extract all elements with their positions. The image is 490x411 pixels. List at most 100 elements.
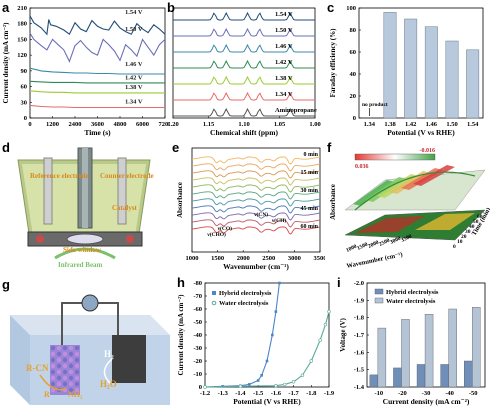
nmr-spectrum-b (173, 107, 315, 117)
y-tick-label-c: 60 (350, 49, 357, 56)
x-axis-label-a: Time (s) (84, 128, 111, 137)
x-tick-label-b: 1.05 (274, 121, 286, 128)
y-tick-label-i: -2.0 (354, 280, 364, 287)
legend-label-i: Hybrid electrolysis (386, 289, 439, 296)
series-line-h (204, 282, 280, 388)
legend-marker-i (374, 288, 384, 295)
ir-spectrum-e (191, 212, 321, 221)
legend-marker-h (212, 291, 216, 295)
catalyst-particle (74, 345, 80, 351)
y-tick-label-f: 20 (461, 234, 467, 240)
x-axis-label-h: Potential (V vs RHE) (233, 397, 301, 406)
y-tick-label-i: -1.9 (354, 297, 365, 304)
series-label-a: 1.54 V (125, 9, 143, 16)
x-tick-label-b: 1.10 (238, 121, 249, 128)
x-tick-label-h: -1.5 (253, 390, 264, 397)
surface-ridge-f (354, 171, 476, 211)
y-tick-label-i: -1.8 (354, 315, 365, 322)
data-point-h (265, 359, 269, 363)
series-line-a (29, 32, 166, 63)
y-axis-label-c: Faraday efficiency (%) (329, 28, 337, 97)
x-axis-label-b: Chemical shift (ppm) (210, 128, 278, 137)
catalyst-particle (68, 375, 74, 381)
peak-label-e: ν(CH) (271, 217, 287, 224)
nmr-spectrum-b (173, 91, 315, 101)
ir-spectrum-e (191, 177, 321, 186)
series-label-a: 1.50 V (125, 26, 143, 33)
time-label-e: 45 min (300, 206, 318, 212)
x-tick-label-f: 1500 (356, 242, 369, 252)
x-tick-label-c: 1.42 (405, 121, 416, 128)
reference-electrode-rod (43, 157, 53, 225)
y-tick-label-a: 30 (21, 99, 28, 106)
series-line-a (29, 80, 165, 84)
y-tick-label-h: -80 (193, 280, 202, 287)
label-reference-electrode: Reference electrode (30, 172, 89, 180)
legend-label-h: Water electrolysis (219, 300, 269, 307)
y-axis-label-a: Current density (mA cm⁻²) (2, 22, 10, 104)
catalyst-particle (50, 375, 56, 381)
legend-label-i: Water electrolysis (386, 298, 436, 305)
y-axis-label-h: Current density (mA cm⁻²) (177, 294, 185, 376)
colorbar-f (354, 153, 436, 161)
catalyst-particle (74, 375, 80, 381)
series-label-b: 1.50 V (275, 27, 293, 34)
label-product-r: R (44, 390, 50, 399)
x-tick-label-h: -1.8 (306, 390, 317, 397)
y-tick-label-c: 0 (353, 115, 356, 122)
ir-spectrum-e (191, 163, 321, 172)
cathode-electrode (112, 335, 146, 383)
y-tick-label-a: 60 (21, 84, 28, 91)
panel-letter-h: h (177, 275, 185, 290)
catalyst-particle (68, 369, 74, 375)
x-tick-label-h: -1.4 (235, 390, 246, 397)
y-tick-label-h: -10 (193, 371, 202, 378)
bar-i (464, 360, 473, 388)
time-label-e: 60 min (300, 224, 318, 230)
legend-marker-i (374, 297, 384, 304)
series-line-a (29, 67, 165, 75)
x-tick-label-i: -20 (398, 390, 407, 397)
reaction-arrow-anode (39, 374, 67, 391)
x-tick-label-a: 1200 (46, 121, 59, 128)
catalyst-particle (62, 351, 68, 357)
data-point-h (300, 373, 305, 378)
panel-letter-d: d (2, 140, 10, 155)
y-tick-label-a: 150 (17, 36, 27, 43)
data-point-h (278, 281, 281, 285)
panel-e-plot: 1000 1500 2000 2500 3000 3500 Wavenumber (cm⁻¹… (176, 147, 325, 271)
x-tick-label-i: -10 (374, 390, 383, 397)
series-line-a (29, 104, 165, 109)
catalyst-particle (56, 369, 62, 375)
bar-i (440, 364, 449, 388)
catalyst-particle (68, 357, 74, 363)
label-side-window: Side window (63, 246, 102, 254)
label-counter-electrode: Counter electrode (100, 172, 154, 180)
bar-c (445, 40, 459, 119)
panel-letter-g: g (2, 277, 10, 292)
series-line-a (29, 15, 166, 36)
x-tick-label-f: 3000 (389, 236, 402, 246)
x-tick-label-f: 1000 (345, 244, 358, 254)
y-tick-label-a: 210 (17, 5, 27, 12)
colorbar-max-label-f: 0.036 (355, 164, 369, 170)
peak-label-e: ν(CO) (217, 225, 233, 232)
catalyst-particle (62, 369, 68, 375)
data-point-h (274, 310, 278, 313)
ir-spectrum-e (191, 191, 321, 200)
x-tick-label-h: -1.9 (324, 390, 335, 397)
panel-i-chart: i -1.4-1.5-1.6-1.7-1.8-1.9-2.0-10 -20 -30-… (337, 275, 486, 406)
x-tick-label-i: -30 (422, 390, 431, 397)
catalyst-particle (68, 351, 74, 357)
y-tick-label-f: 0 (453, 244, 456, 250)
series-label-b: 1.46 V (275, 43, 293, 50)
bar-i (401, 319, 410, 388)
y-tick-label-a: 90 (21, 68, 28, 75)
infrared-beam (54, 247, 116, 260)
electrode-highlight (82, 148, 88, 228)
catalyst-particle (74, 369, 80, 375)
data-point-h (260, 374, 263, 377)
plot-frame-h (204, 282, 330, 388)
catalyst-particle (50, 357, 56, 363)
bar-i (416, 364, 426, 388)
